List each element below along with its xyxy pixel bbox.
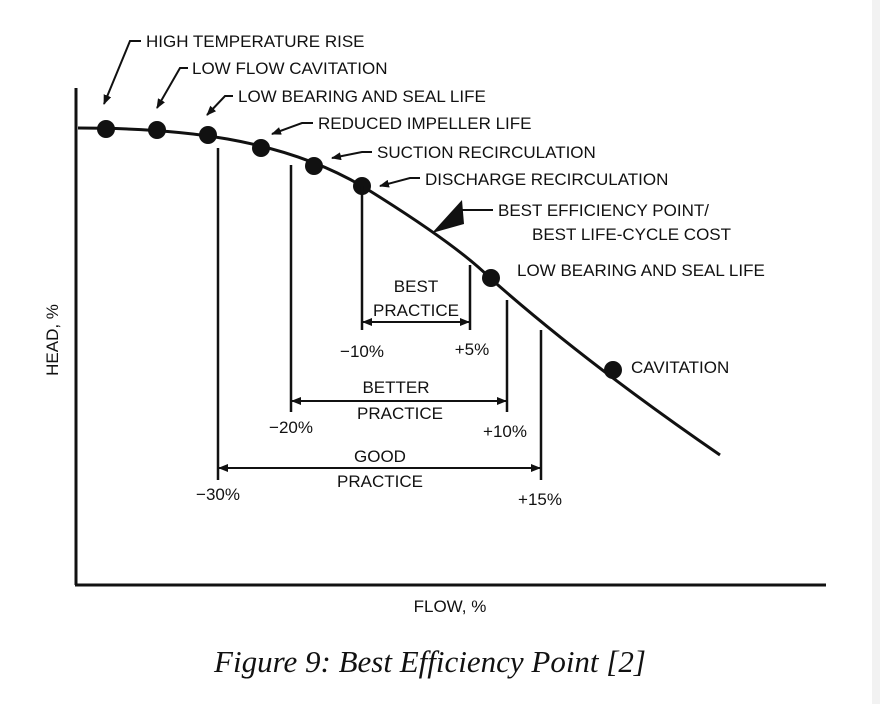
good-practice-high: +15% <box>518 490 562 509</box>
best-practice-low: −10% <box>340 342 384 361</box>
label-best-efficiency-point: BEST EFFICIENCY POINT/ <box>498 201 709 220</box>
best-practice-title: BEST <box>394 277 438 296</box>
y-axis-label: HEAD, % <box>43 304 62 376</box>
label-cavitation: CAVITATION <box>631 358 729 377</box>
point-low-flow-cavitation <box>148 121 166 139</box>
label-discharge-recirculation: DISCHARGE RECIRCULATION <box>425 170 668 189</box>
good-practice-title: GOOD <box>354 447 406 466</box>
better-practice-subtitle: PRACTICE <box>357 404 443 423</box>
page-edge <box>872 0 880 704</box>
best-practice-subtitle: PRACTICE <box>373 301 459 320</box>
label-high-temperature-rise: HIGH TEMPERATURE RISE <box>146 32 365 51</box>
x-axis-label: FLOW, % <box>414 597 487 616</box>
point-reduced-impeller-life <box>252 139 270 157</box>
figure-caption: Figure 9: Best Efficiency Point [2] <box>213 644 646 679</box>
better-practice-high: +10% <box>483 422 527 441</box>
better-practice-title: BETTER <box>362 378 429 397</box>
label-low-bearing-seal-life-right: LOW BEARING AND SEAL LIFE <box>517 261 765 280</box>
leader-low-bearing-seal-life-left <box>206 95 233 116</box>
label-suction-recirculation: SUCTION RECIRCULATION <box>377 143 596 162</box>
point-low-bearing-seal-life-right <box>482 269 500 287</box>
best-practice-high: +5% <box>455 340 490 359</box>
leader-suction-recirculation <box>331 151 372 161</box>
good-practice-subtitle: PRACTICE <box>337 472 423 491</box>
leader-reduced-impeller-life <box>271 122 313 135</box>
bep-arrowhead <box>432 200 464 233</box>
label-low-bearing-seal-life-left: LOW BEARING AND SEAL LIFE <box>238 87 486 106</box>
better-practice-low: −20% <box>269 418 313 437</box>
label-best-life-cycle-cost: BEST LIFE-CYCLE COST <box>532 225 731 244</box>
leader-discharge-recirculation <box>379 177 420 188</box>
leader-low-flow-cavitation <box>156 67 188 109</box>
point-high-temperature-rise <box>97 120 115 138</box>
label-low-flow-cavitation: LOW FLOW CAVITATION <box>192 59 388 78</box>
point-low-bearing-seal-life-left <box>199 126 217 144</box>
point-cavitation <box>604 361 622 379</box>
label-reduced-impeller-life: REDUCED IMPELLER LIFE <box>318 114 532 133</box>
point-suction-recirculation <box>305 157 323 175</box>
good-practice-low: −30% <box>196 485 240 504</box>
leader-high-temperature-rise <box>103 40 141 105</box>
